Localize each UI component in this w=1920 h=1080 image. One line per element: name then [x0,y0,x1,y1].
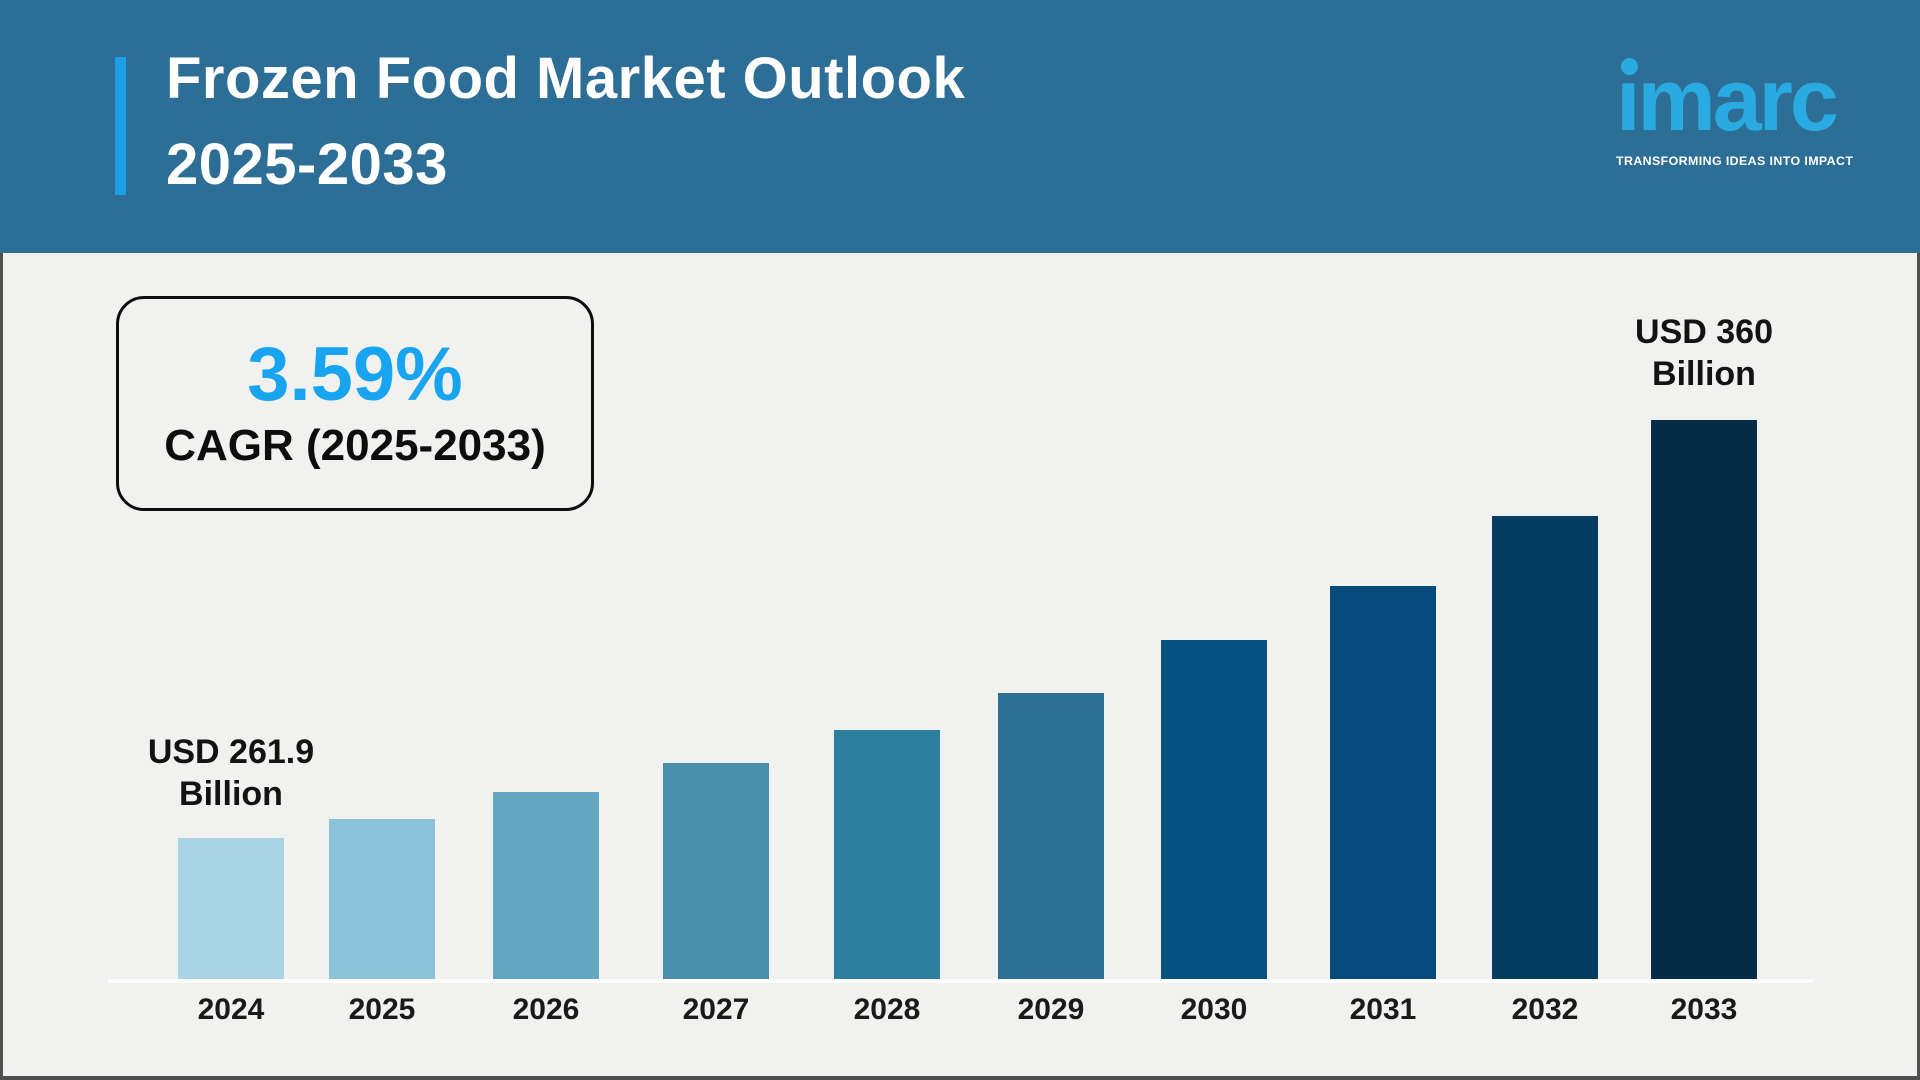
header: Frozen Food Market Outlook 2025-2033 ıma… [0,0,1920,253]
bar-2030 [1161,640,1267,979]
x-axis-label-2024: 2024 [197,993,265,1026]
last-bar-value-label: USD 360 Billion [1554,311,1854,395]
imarc-logo: ımarc TRANSFORMING IDEAS INTO IMPACT [1616,48,1866,168]
bar-2029 [998,693,1104,979]
bar-2027 [663,763,769,979]
x-axis-label-2028: 2028 [853,993,921,1026]
imarc-tagline: TRANSFORMING IDEAS INTO IMPACT [1616,154,1854,168]
page-title-line1: Frozen Food Market Outlook [166,46,966,111]
bar-2026 [493,792,599,979]
bar-2031 [1330,586,1436,979]
cagr-value: 3.59% [247,331,463,417]
x-axis-label-2027: 2027 [682,993,750,1026]
x-axis-label-2029: 2029 [1017,993,1085,1026]
x-axis-label-2025: 2025 [348,993,416,1026]
x-axis-label-2031: 2031 [1349,993,1417,1026]
last-bar-value-line1: USD 360 [1635,313,1773,351]
x-axis-label-2026: 2026 [512,993,580,1026]
bar-2032 [1492,516,1598,979]
title-accent-bar [115,57,126,195]
bar-2025 [329,819,435,979]
imarc-wordmark: ımarc [1616,48,1866,152]
logo-i-dot-icon [1621,58,1638,75]
first-bar-value-line1: USD 261.9 [147,733,315,771]
bar-2028 [834,730,940,979]
x-axis-label-2033: 2033 [1670,993,1738,1026]
cagr-card: 3.59% CAGR (2025-2033) [116,296,594,511]
page-title: Frozen Food Market Outlook 2025-2033 [166,36,965,208]
first-bar-value-label: USD 261.9 Billion [81,731,381,815]
chart-baseline [108,979,1813,983]
imarc-wordmark-text: ımarc [1616,50,1839,149]
x-axis-label-2032: 2032 [1511,993,1579,1026]
bar-2033 [1651,420,1757,979]
x-axis-label-2030: 2030 [1180,993,1248,1026]
page-title-line2: 2025-2033 [166,132,448,197]
bar-2024 [178,838,284,979]
last-bar-value-line2: Billion [1652,355,1756,393]
cagr-label: CAGR (2025-2033) [164,420,546,470]
chart-area: 3.59% CAGR (2025-2033) USD 261.9 Billion… [0,253,1920,1080]
first-bar-value-line2: Billion [179,775,283,813]
